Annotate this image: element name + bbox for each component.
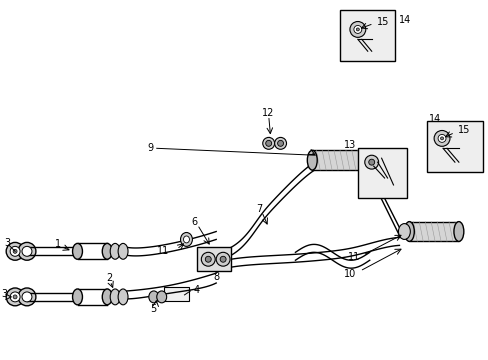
Ellipse shape [349, 22, 365, 37]
Text: 1: 1 [55, 239, 61, 249]
Ellipse shape [102, 243, 112, 259]
Text: 6: 6 [191, 217, 197, 226]
Ellipse shape [72, 289, 82, 305]
Text: 15: 15 [376, 17, 388, 27]
Ellipse shape [22, 292, 32, 302]
Text: 12: 12 [261, 108, 273, 118]
Bar [339, 10, 395, 61]
Text: 13: 13 [343, 140, 355, 150]
Ellipse shape [437, 134, 445, 142]
Ellipse shape [157, 291, 166, 303]
Bar [357, 148, 407, 198]
Ellipse shape [180, 233, 192, 246]
Ellipse shape [220, 256, 225, 262]
Text: 15: 15 [457, 126, 469, 135]
Ellipse shape [10, 246, 20, 256]
Text: 4: 4 [193, 285, 199, 295]
Ellipse shape [183, 236, 189, 243]
Ellipse shape [440, 137, 443, 140]
Ellipse shape [368, 159, 374, 165]
Ellipse shape [364, 155, 378, 169]
Ellipse shape [6, 242, 24, 260]
Bar [197, 247, 230, 271]
Ellipse shape [404, 222, 413, 242]
Text: 11: 11 [157, 246, 169, 256]
Ellipse shape [6, 288, 24, 306]
Ellipse shape [277, 140, 283, 146]
Ellipse shape [22, 246, 32, 256]
Bar [408, 222, 458, 242]
Ellipse shape [453, 222, 463, 242]
Ellipse shape [265, 140, 271, 146]
Text: 3: 3 [4, 238, 10, 248]
Ellipse shape [110, 289, 120, 305]
Text: 7: 7 [256, 204, 263, 214]
Ellipse shape [148, 291, 159, 303]
Ellipse shape [13, 295, 17, 299]
Ellipse shape [110, 243, 120, 259]
Ellipse shape [10, 292, 20, 302]
Ellipse shape [398, 224, 409, 239]
Ellipse shape [262, 138, 274, 149]
Ellipse shape [216, 252, 229, 266]
Ellipse shape [118, 243, 128, 259]
Ellipse shape [18, 242, 36, 260]
Bar [427, 121, 482, 172]
Bar [163, 287, 189, 301]
Ellipse shape [13, 249, 17, 253]
Ellipse shape [72, 243, 82, 259]
Text: 5: 5 [150, 304, 157, 314]
Ellipse shape [118, 289, 128, 305]
Text: 10: 10 [343, 269, 355, 279]
Text: 8: 8 [213, 272, 219, 282]
Text: 2: 2 [106, 273, 112, 283]
Ellipse shape [274, 138, 286, 149]
Ellipse shape [201, 252, 215, 266]
Text: 9: 9 [147, 143, 153, 153]
Ellipse shape [18, 288, 36, 306]
Ellipse shape [353, 26, 361, 33]
Bar [312, 150, 363, 170]
Ellipse shape [205, 256, 211, 262]
Text: 3: 3 [1, 289, 7, 299]
Ellipse shape [306, 150, 317, 170]
Text: 14: 14 [399, 14, 411, 24]
Text: 11: 11 [347, 252, 359, 262]
Ellipse shape [102, 289, 112, 305]
Text: 14: 14 [428, 114, 441, 123]
Ellipse shape [358, 150, 368, 170]
Ellipse shape [433, 130, 449, 146]
Ellipse shape [356, 28, 359, 31]
